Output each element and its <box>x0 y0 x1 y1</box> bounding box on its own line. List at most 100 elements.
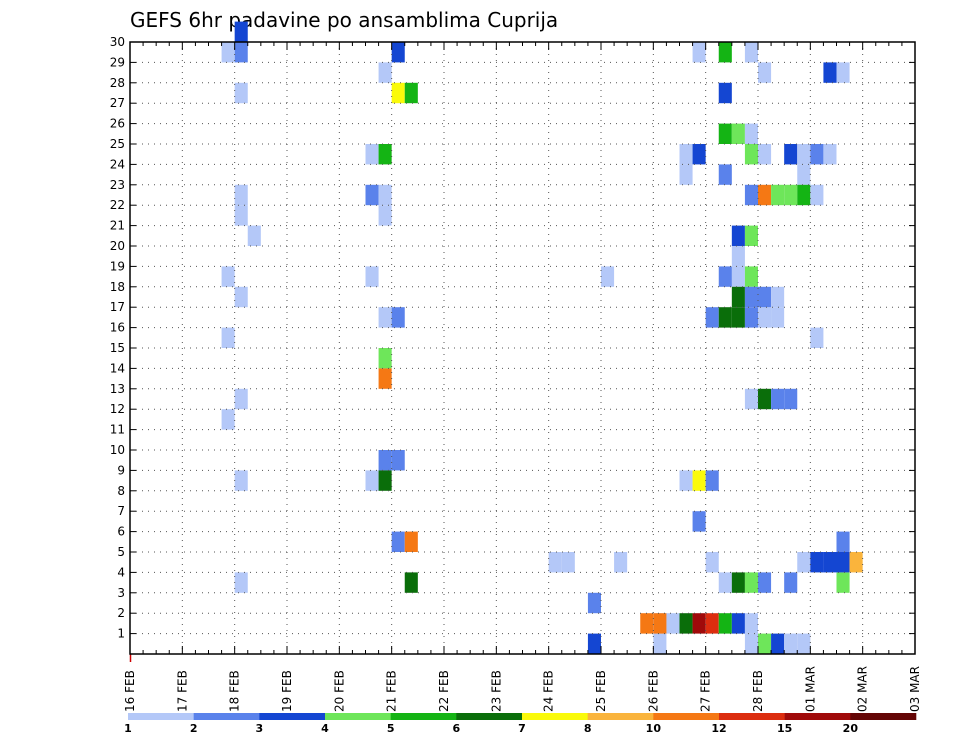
heatmap-cell <box>705 552 719 573</box>
heatmap-cell <box>391 42 405 63</box>
heatmap-cell <box>718 613 732 634</box>
colorbar-label: 5 <box>387 722 395 735</box>
x-tick-label: 22 FEB <box>437 670 451 712</box>
heatmap-cells <box>221 21 863 654</box>
colorbar-swatch <box>784 713 851 720</box>
heatmap-cell <box>784 388 798 410</box>
heatmap-cell <box>692 511 706 532</box>
colorbar-label: 6 <box>453 722 461 735</box>
y-tick-label: 5 <box>117 545 125 559</box>
heatmap-cell <box>797 144 811 165</box>
heatmap-cell <box>758 286 772 308</box>
heatmap-cell <box>404 531 418 552</box>
colorbar-label: 12 <box>711 722 726 735</box>
heatmap-cell <box>247 225 261 246</box>
x-tick-label: 02 MAR <box>856 666 870 712</box>
y-tick-label: 25 <box>110 137 125 151</box>
heatmap-cell <box>797 164 811 185</box>
colorbar-label: 7 <box>518 722 526 735</box>
heatmap-cell <box>221 409 235 430</box>
heatmap-cell <box>771 184 785 206</box>
heatmap-cell <box>705 613 719 634</box>
x-tick-label: 01 MAR <box>803 666 817 712</box>
heatmap-cell <box>797 552 811 573</box>
heatmap-cell <box>758 184 772 206</box>
heatmap-cell <box>234 205 248 226</box>
heatmap-cell <box>692 42 706 63</box>
heatmap-cell <box>744 123 758 144</box>
y-tick-label: 10 <box>110 443 125 457</box>
heatmap-cell <box>653 613 667 634</box>
colorbar-swatch <box>193 713 260 720</box>
heatmap-cell <box>744 225 758 246</box>
colorbar-legend: 1 2 3 4 5 6 7 8 10 12 15 20 <box>124 713 917 735</box>
colorbar-label: 4 <box>321 722 329 735</box>
heatmap-cell <box>378 450 392 471</box>
heatmap-cell <box>823 144 837 165</box>
x-tick-label: 24 FEB <box>542 670 556 712</box>
heatmap-cell <box>731 613 745 634</box>
y-tick-label: 27 <box>110 96 125 110</box>
y-tick-label: 29 <box>110 55 125 69</box>
colorbar-swatch <box>719 713 785 720</box>
colorbar-swatch <box>325 713 391 720</box>
heatmap-cell <box>679 144 693 165</box>
heatmap-cell <box>234 184 248 206</box>
colorbar-swatch <box>456 713 523 720</box>
heatmap-cell <box>731 286 745 308</box>
heatmap-cell <box>705 470 719 491</box>
heatmap-cell <box>744 307 758 328</box>
x-tick-label: 19 FEB <box>280 670 294 712</box>
heatmap-cell <box>391 82 405 104</box>
heatmap-cell <box>731 246 745 267</box>
x-tick-label: 26 FEB <box>646 670 660 712</box>
heatmap-cell <box>221 327 235 348</box>
heatmap-cell <box>234 82 248 104</box>
heatmap-cell <box>744 184 758 206</box>
heatmap-cell <box>823 62 837 83</box>
heatmap-cell <box>692 470 706 491</box>
heatmap-cell <box>692 613 706 634</box>
colorbar-label: 15 <box>777 722 792 735</box>
colorbar-swatch <box>522 713 588 720</box>
heatmap-cell <box>365 184 379 206</box>
heatmap-cell <box>771 633 785 654</box>
colorbar-swatch <box>128 713 194 720</box>
y-tick-label: 18 <box>110 280 125 294</box>
heatmap-cell <box>731 123 745 144</box>
y-tick-label: 20 <box>110 239 125 253</box>
heatmap-cell <box>391 307 405 328</box>
y-tick-label: 14 <box>110 361 125 375</box>
heatmap-cell <box>771 307 785 328</box>
heatmap-cell <box>797 184 811 206</box>
heatmap-cell <box>679 613 693 634</box>
chart-title: GEFS 6hr padavine po ansamblima Cuprija <box>130 8 558 32</box>
heatmap-cell <box>614 552 628 573</box>
heatmap-cell <box>758 388 772 410</box>
x-tick-label: 17 FEB <box>175 670 189 712</box>
heatmap-cell <box>758 633 772 654</box>
heatmap-cell <box>666 613 680 634</box>
heatmap-cell <box>587 592 601 614</box>
heatmap-cell <box>378 348 392 369</box>
heatmap-cell <box>744 286 758 308</box>
heatmap-cell <box>731 307 745 328</box>
y-tick-label: 4 <box>117 565 125 579</box>
x-tick-label: 16 FEB <box>123 670 137 712</box>
colorbar-label: 3 <box>256 722 264 735</box>
y-tick-label: 9 <box>117 463 125 477</box>
heatmap-cell <box>784 184 798 206</box>
heatmap-cell <box>365 470 379 491</box>
heatmap-cell <box>836 572 850 593</box>
heatmap-cell <box>758 307 772 328</box>
heatmap-cell <box>378 470 392 491</box>
heatmap-cell <box>234 42 248 63</box>
heatmap-cell <box>810 144 824 165</box>
x-tick-label: 28 FEB <box>751 670 765 712</box>
heatmap-cell <box>640 613 654 634</box>
y-tick-label: 23 <box>110 178 125 192</box>
x-tick-label: 25 FEB <box>594 670 608 712</box>
heatmap-cell <box>234 572 248 593</box>
heatmap-cell <box>679 470 693 491</box>
heatmap-cell <box>718 266 732 287</box>
